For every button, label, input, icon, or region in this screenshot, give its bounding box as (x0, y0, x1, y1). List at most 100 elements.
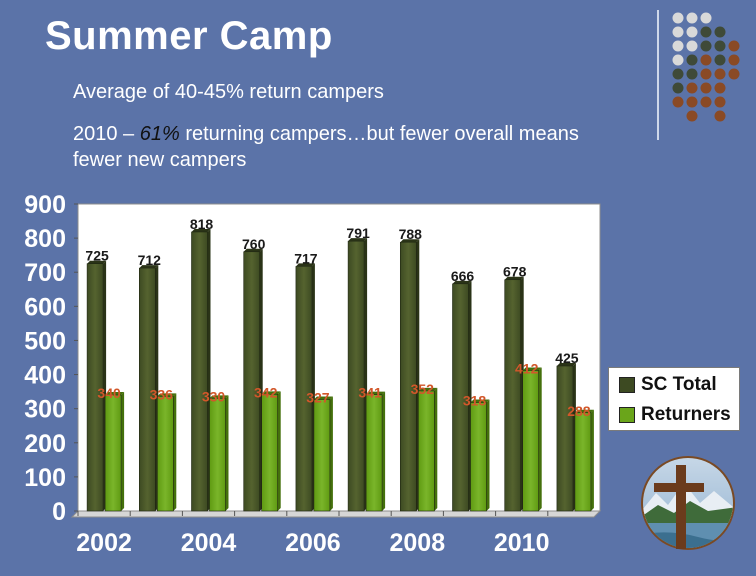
y-tick-label: 100 (24, 464, 66, 492)
data-label-total: 760 (242, 236, 266, 252)
data-label-returners: 340 (97, 385, 121, 401)
decor-dot (672, 68, 684, 80)
data-label-total: 425 (555, 350, 579, 366)
decor-dot (672, 40, 684, 52)
legend-label-returners: Returners (641, 404, 731, 425)
bar-returners (157, 393, 177, 512)
data-label-returners: 318 (463, 393, 487, 409)
decor-dot (700, 26, 712, 38)
bar-sc-total (295, 263, 315, 512)
legend-swatch-returners (619, 407, 635, 423)
bar-sc-total (399, 239, 420, 512)
decor-dot (700, 54, 712, 66)
x-tick-label: 2008 (389, 529, 445, 557)
decor-dot (714, 110, 726, 122)
slide-title: Summer Camp (45, 14, 333, 58)
decor-dot (700, 82, 712, 94)
bar-sc-total (243, 248, 263, 512)
decor-dot (700, 12, 712, 24)
decor-dot (700, 40, 712, 52)
legend-label-total: SC Total (641, 374, 717, 395)
data-label-returners: 412 (515, 360, 539, 376)
bar-sc-total (191, 228, 211, 512)
bar-sc-total (347, 238, 368, 512)
data-label-returners: 341 (358, 385, 382, 401)
data-label-total: 712 (138, 252, 162, 268)
data-label-total: 788 (399, 226, 423, 242)
decor-dot (686, 68, 698, 80)
y-tick-label: 500 (24, 327, 66, 355)
bar-returners (104, 392, 125, 512)
y-tick-label: 800 (24, 225, 66, 253)
bullet-return-average: Average of 40-45% return campers (73, 81, 384, 103)
bar-returners (470, 399, 490, 512)
decor-dot (714, 54, 726, 66)
camp-cross-logo (641, 456, 735, 550)
data-label-total: 666 (451, 268, 475, 284)
y-tick-label: 400 (24, 362, 66, 390)
x-tick-label: 2010 (494, 529, 550, 557)
bar-returners (209, 395, 229, 512)
bar-returners (261, 391, 281, 512)
bullet-2010-note: 2010 – 61% returning campers…but fewer o… (73, 121, 633, 173)
decor-dot (672, 26, 684, 38)
chart-legend: SC Total Returners (608, 367, 740, 431)
bar-returners (574, 409, 594, 512)
bar-returners (313, 396, 333, 512)
decor-dot (686, 40, 698, 52)
decorative-dot-grid (672, 12, 740, 122)
decor-dot (714, 26, 726, 38)
y-tick-label: 0 (52, 498, 66, 526)
bar-sc-total (556, 363, 576, 512)
data-label-returners: 342 (254, 384, 278, 400)
data-label-returners: 330 (202, 388, 226, 404)
y-tick-label: 900 (24, 191, 66, 219)
decor-dot (672, 54, 684, 66)
y-tick-label: 200 (24, 430, 66, 458)
decor-dot (714, 82, 726, 94)
decor-dot (700, 68, 712, 80)
legend-item-total: SC Total (619, 374, 717, 396)
data-label-total: 818 (190, 216, 214, 232)
legend-item-returners: Returners (619, 404, 731, 426)
decor-dot (714, 68, 726, 80)
bar-returners (365, 391, 386, 512)
decor-dot (686, 82, 698, 94)
decor-dot (686, 96, 698, 108)
decor-dot (728, 40, 740, 52)
decor-dot (672, 96, 684, 108)
y-tick-label: 600 (24, 293, 66, 321)
decor-dot (714, 96, 726, 108)
bar-sc-total (504, 276, 524, 512)
x-tick-label: 2002 (76, 529, 132, 557)
data-label-total: 678 (503, 264, 527, 280)
bar-chart: 0 100 200 300 400 500 600 700 800 900 725 340 712 336… (24, 191, 602, 557)
data-label-total: 717 (294, 250, 318, 266)
data-label-returners: 336 (150, 386, 174, 402)
bullet-2010-suffix: returning campers…but fewer overall mean… (73, 123, 579, 171)
decor-dot (686, 110, 698, 122)
data-label-returners: 352 (411, 381, 435, 397)
bullet-2010-percent: 61% (139, 123, 180, 145)
plot-floor (70, 510, 602, 518)
y-tick-label: 300 (24, 396, 66, 424)
decor-dot (686, 12, 698, 24)
x-tick-label: 2006 (285, 529, 341, 557)
decor-dot (672, 82, 684, 94)
data-label-total: 791 (346, 225, 370, 241)
decor-dot (728, 54, 740, 66)
legend-swatch-total (619, 377, 635, 393)
decor-dot (700, 96, 712, 108)
y-tick-label: 700 (24, 259, 66, 287)
decorative-divider (657, 10, 659, 140)
bar-returners (417, 387, 438, 512)
data-label-returners: 288 (567, 403, 591, 419)
decor-dot (672, 12, 684, 24)
decor-dot (686, 54, 698, 66)
decor-dot (728, 68, 740, 80)
data-label-returners: 327 (306, 389, 330, 405)
data-label-total: 725 (85, 248, 109, 264)
decor-dot (714, 40, 726, 52)
x-tick-label: 2004 (181, 529, 237, 557)
bar-sc-total (139, 265, 159, 512)
